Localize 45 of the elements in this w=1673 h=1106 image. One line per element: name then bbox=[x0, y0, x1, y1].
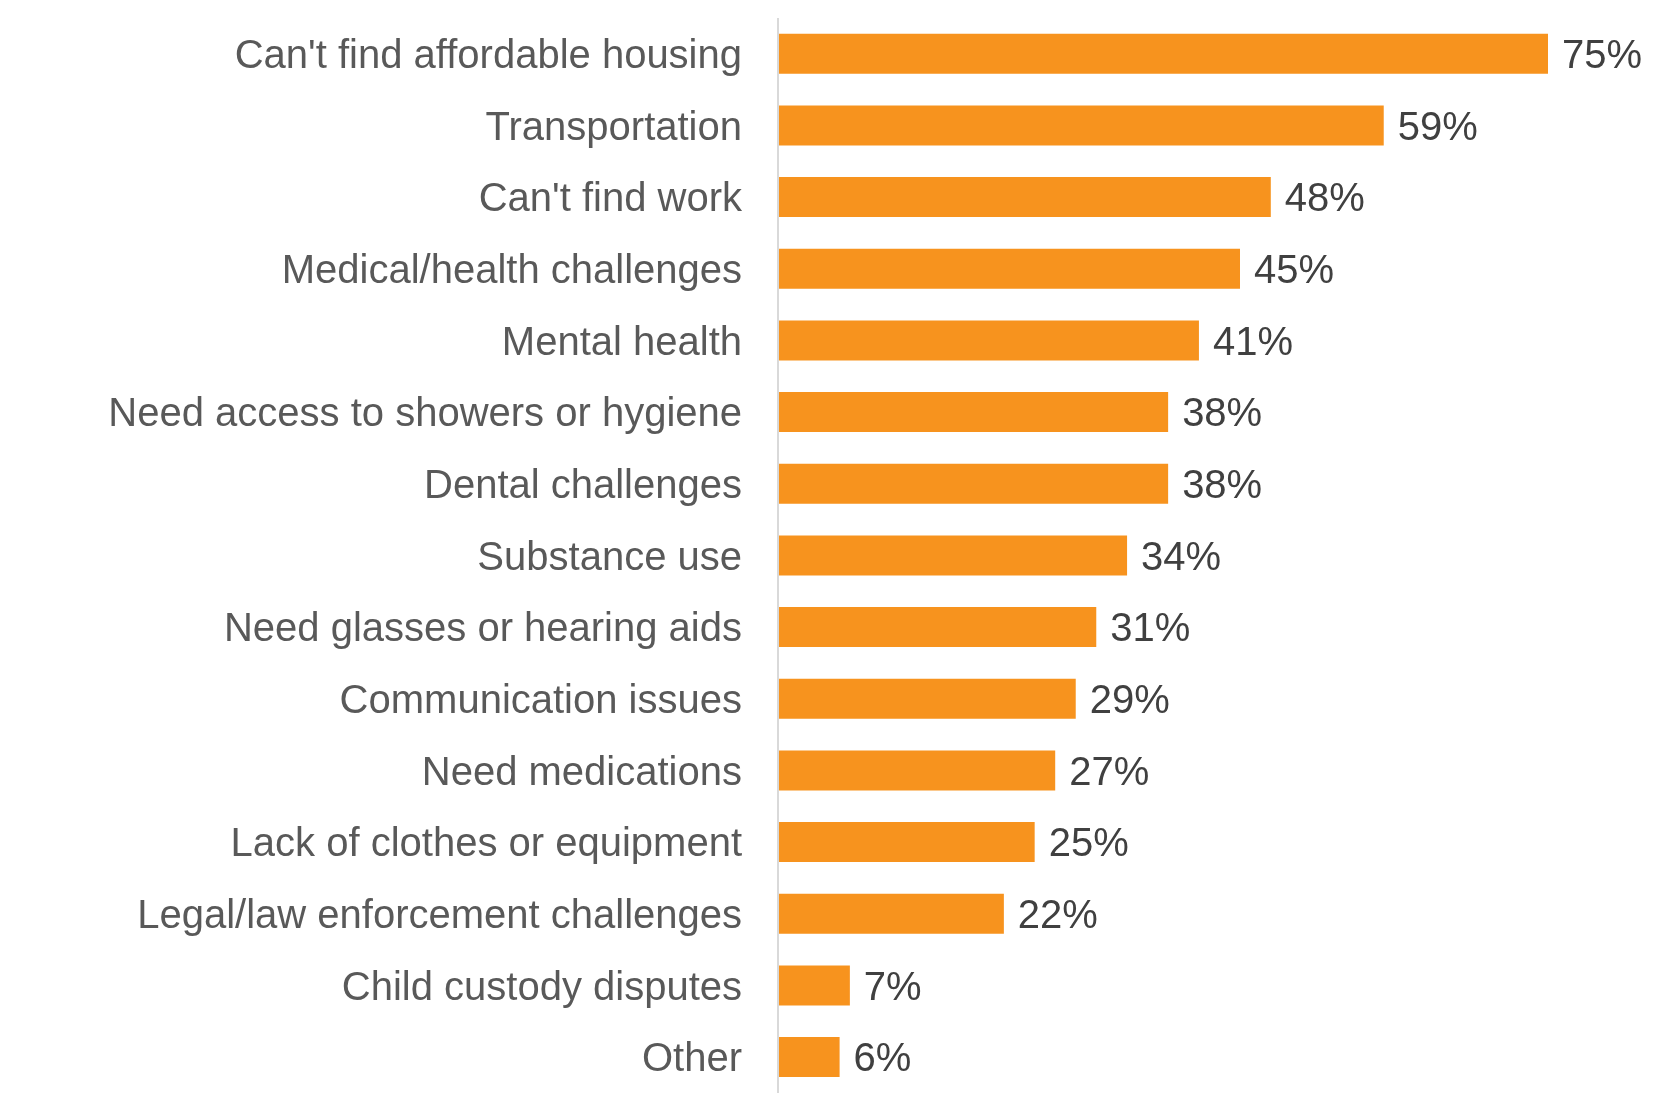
y-tick-label: Transportation bbox=[485, 103, 742, 148]
bar bbox=[778, 105, 1384, 146]
bar bbox=[778, 320, 1199, 361]
bar bbox=[778, 177, 1271, 218]
bar bbox=[778, 893, 1004, 934]
data-label: 22% bbox=[1017, 891, 1098, 936]
data-label: 75% bbox=[1562, 31, 1643, 76]
y-tick-label: Need glasses or hearing aids bbox=[223, 605, 742, 650]
bar bbox=[778, 678, 1076, 719]
data-label: 7% bbox=[863, 963, 922, 1008]
data-label: 38% bbox=[1182, 390, 1263, 435]
y-tick-label: Lack of clothes or equipment bbox=[230, 820, 742, 865]
y-tick-label: Communication issues bbox=[339, 677, 742, 722]
data-label: 59% bbox=[1397, 103, 1478, 148]
data-label: 6% bbox=[853, 1035, 912, 1080]
bar bbox=[778, 750, 1056, 791]
y-tick-label: Child custody disputes bbox=[341, 963, 742, 1008]
bar bbox=[778, 248, 1240, 289]
data-label: 45% bbox=[1254, 246, 1335, 291]
y-tick-label: Mental health bbox=[501, 318, 742, 363]
data-label: 31% bbox=[1110, 605, 1191, 650]
bar bbox=[778, 463, 1169, 504]
bar bbox=[778, 1037, 840, 1078]
bar bbox=[778, 965, 850, 1006]
y-tick-label: Can't find affordable housing bbox=[234, 32, 742, 77]
data-label: 48% bbox=[1284, 175, 1365, 220]
bar bbox=[778, 392, 1169, 433]
y-tick-label: Other bbox=[641, 1035, 742, 1080]
data-label: 29% bbox=[1089, 676, 1170, 721]
y-tick-label: Medical/health challenges bbox=[281, 247, 742, 292]
data-label: 41% bbox=[1212, 318, 1293, 363]
data-label: 34% bbox=[1141, 533, 1222, 578]
bar bbox=[778, 607, 1097, 648]
y-tick-label: Need medications bbox=[421, 748, 742, 793]
y-tick-label: Dental challenges bbox=[424, 462, 742, 507]
y-tick-label: Substance use bbox=[477, 533, 742, 578]
bar bbox=[778, 535, 1128, 576]
y-tick-label: Need access to showers or hygiene bbox=[108, 390, 742, 435]
y-tick-label: Legal/law enforcement challenges bbox=[137, 892, 742, 937]
data-label: 25% bbox=[1048, 820, 1129, 865]
data-label: 38% bbox=[1182, 461, 1263, 506]
bar bbox=[778, 33, 1548, 74]
data-label: 27% bbox=[1069, 748, 1150, 793]
y-tick-label: Can't find work bbox=[478, 175, 743, 220]
bar bbox=[778, 822, 1035, 863]
